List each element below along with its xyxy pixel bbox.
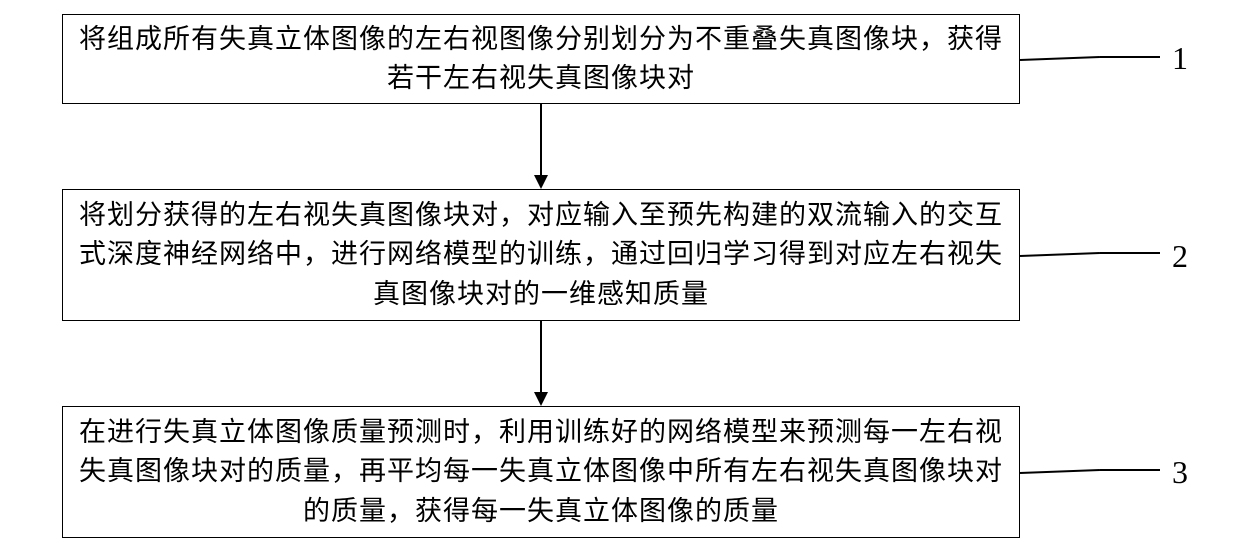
label-connector-slant-3 xyxy=(1020,469,1100,473)
arrow-line-2 xyxy=(540,321,542,394)
label-connector-h-2 xyxy=(1100,252,1160,254)
label-connector-slant-2 xyxy=(1020,252,1100,256)
step-number-1: 1 xyxy=(1172,40,1188,77)
arrow-head-2 xyxy=(534,392,548,406)
flowchart-step-step1: 将组成所有失真立体图像的左右视图像分别划分为不重叠失真图像块，获得若干左右视失真… xyxy=(62,14,1020,104)
label-connector-slant-1 xyxy=(1020,56,1100,60)
step-number-2: 2 xyxy=(1172,238,1188,275)
flowchart-step-step2: 将划分获得的左右视失真图像块对，对应输入至预先构建的双流输入的交互式深度神经网络… xyxy=(62,189,1020,321)
arrow-line-1 xyxy=(540,104,542,177)
label-connector-h-1 xyxy=(1100,56,1160,58)
flowchart-step-step3: 在进行失真立体图像质量预测时，利用训练好的网络模型来预测每一左右视失真图像块对的… xyxy=(62,406,1020,538)
step-number-3: 3 xyxy=(1172,454,1188,491)
arrow-head-1 xyxy=(534,175,548,189)
step-text: 在进行失真立体图像质量预测时，利用训练好的网络模型来预测每一左右视失真图像块对的… xyxy=(77,413,1005,530)
label-connector-h-3 xyxy=(1100,469,1160,471)
step-text: 将划分获得的左右视失真图像块对，对应输入至预先构建的双流输入的交互式深度神经网络… xyxy=(77,196,1005,313)
step-text: 将组成所有失真立体图像的左右视图像分别划分为不重叠失真图像块，获得若干左右视失真… xyxy=(77,20,1005,98)
